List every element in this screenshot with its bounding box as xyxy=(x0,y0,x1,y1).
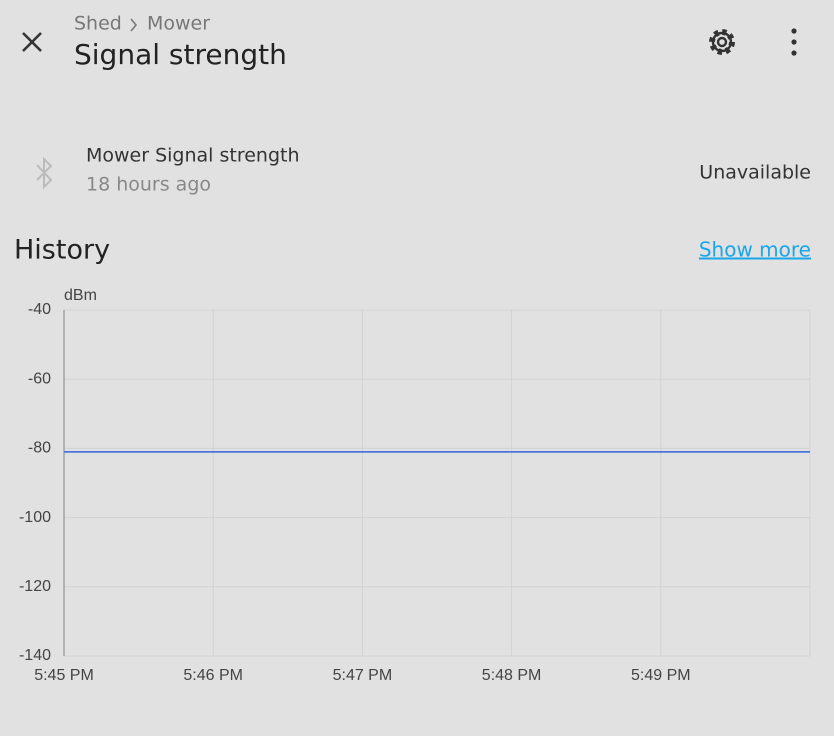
x-tick-label: 5:46 PM xyxy=(183,667,243,684)
close-button[interactable] xyxy=(22,32,42,52)
y-tick-label: -40 xyxy=(28,301,51,318)
y-tick-label: -140 xyxy=(19,647,51,664)
x-tick-label: 5:45 PM xyxy=(34,667,94,684)
x-tick-label: 5:48 PM xyxy=(482,667,542,684)
dot xyxy=(791,50,797,56)
y-tick-label: -80 xyxy=(28,440,51,457)
x-tick-label: 5:49 PM xyxy=(631,667,691,684)
settings-button[interactable] xyxy=(709,29,735,55)
x-tick-label: 5:47 PM xyxy=(333,667,393,684)
entity-state: Unavailable xyxy=(699,162,811,184)
section-title: History xyxy=(14,235,110,266)
y-tick-label: -100 xyxy=(19,509,51,526)
gear-ring xyxy=(711,31,733,53)
bluetooth-icon xyxy=(36,156,53,190)
show-more-link[interactable]: Show more xyxy=(699,238,811,262)
breadcrumb-separator xyxy=(130,18,138,32)
y-tick-label: -120 xyxy=(19,578,51,595)
gear-hub xyxy=(716,36,728,48)
dialog-title: Signal strength xyxy=(74,38,287,71)
last-changed: 18 hours ago xyxy=(86,174,211,196)
y-tick-label: -60 xyxy=(28,370,51,387)
y-axis-unit: dBm xyxy=(64,287,97,304)
more-button[interactable] xyxy=(791,28,797,56)
dot xyxy=(791,28,797,34)
close-stroke xyxy=(22,32,42,52)
dot xyxy=(791,39,797,45)
chart: -40 -60 -80 -100 -120 -140 5:45 PM 5:46 PM 5:47 … xyxy=(19,301,811,684)
breadcrumb-area: Shed xyxy=(74,13,122,35)
breadcrumb-device: Mower xyxy=(147,13,210,35)
entity-name: Mower Signal strength xyxy=(86,145,300,167)
